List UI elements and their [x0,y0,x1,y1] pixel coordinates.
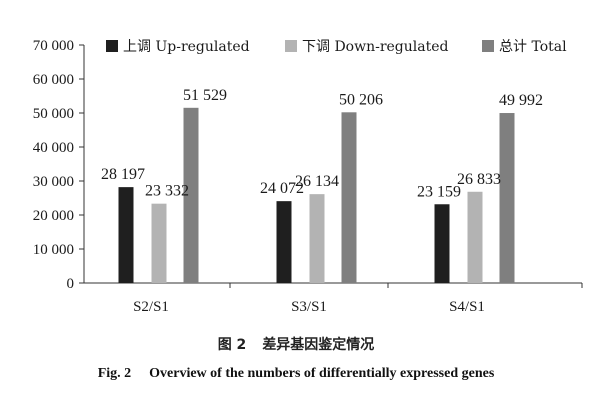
value-label: 26 134 [295,173,339,190]
bar-up-1 [118,187,134,283]
y-tick-label: 20 000 [33,208,74,224]
value-label: 23 159 [417,183,461,200]
bar-down-3 [467,191,483,283]
legend-swatch [482,40,494,52]
legend-swatch [106,40,118,52]
value-label: 24 072 [260,180,304,197]
bar-up-3 [434,204,450,283]
y-tick-label: 10 000 [33,242,74,258]
y-tick-label: 70 000 [33,38,74,54]
legend: 上调 Up-regulated 下调 Down-regulated 总计 Total [106,39,567,55]
x-tick-label: S4/S1 [449,299,485,315]
x-tick-label: S2/S1 [133,299,169,315]
y-axis: 0 10 000 20 000 30 000 40 000 50 000 60 000 70 … [33,38,85,292]
bar-total-3 [499,113,515,284]
bar-down-1 [151,203,167,283]
bar-total-1 [183,107,199,284]
figure-caption-chinese: 图 2 差异基因鉴定情况 [0,334,592,354]
bar-down-2 [309,194,325,283]
y-tick-label: 40 000 [33,140,74,156]
y-tick-label: 0 [67,276,75,292]
figure-number-cn: 图 2 [217,337,247,353]
y-tick-label: 30 000 [33,174,74,190]
value-label: 51 529 [183,87,227,104]
figure-title-cn: 差异基因鉴定情况 [262,337,375,353]
legend-label: 总计 Total [499,39,567,55]
legend-swatch [285,40,297,52]
figure-number-en: Fig. 2 [97,366,132,381]
bar-chart: 0 10 000 20 000 30 000 40 000 50 000 60 000 70 … [33,38,583,315]
value-label: 49 992 [499,92,543,109]
figure-title-en: Overview of the numbers of differentiall… [149,366,495,381]
bars [118,107,515,284]
figure-caption-english: Fig. 2 Overview of the numbers of differe… [0,366,592,382]
legend-label: 上调 Up-regulated [123,39,250,55]
bar-up-2 [276,201,292,283]
legend-label: 下调 Down-regulated [302,39,449,55]
x-axis: S2/S1 S3/S1 S4/S1 [84,282,583,315]
value-label: 50 206 [339,91,383,108]
value-label: 28 197 [101,166,145,183]
value-label: 23 332 [145,183,189,200]
value-label: 26 833 [457,171,501,188]
x-tick-label: S3/S1 [291,299,327,315]
y-tick-label: 60 000 [33,72,74,88]
bar-total-2 [341,112,357,284]
y-tick-label: 50 000 [33,106,74,122]
